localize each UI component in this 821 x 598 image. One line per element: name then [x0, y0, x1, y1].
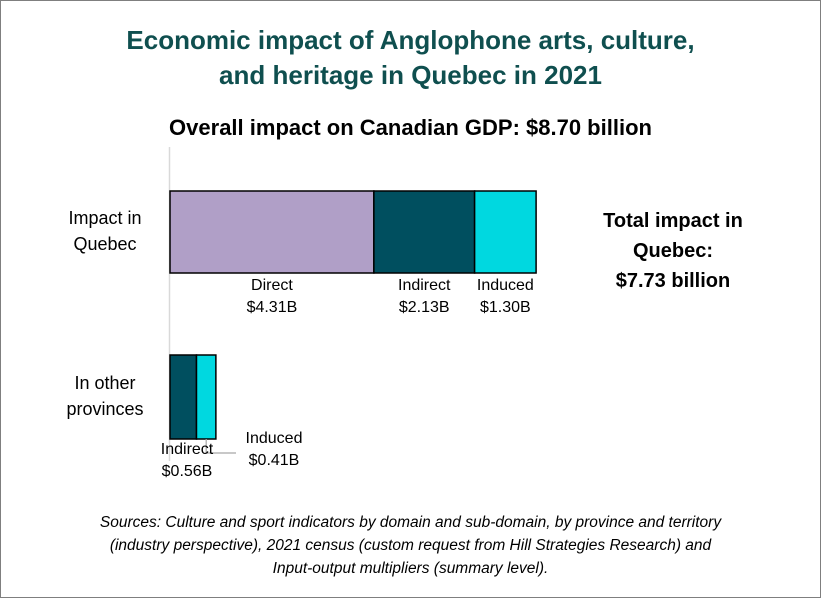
- data-label-indirect-1-line-1: $0.56B: [161, 463, 213, 480]
- data-label-direct-0-line-0: Direct: [251, 277, 293, 294]
- bar-induced-0: [473, 190, 537, 274]
- chart-subtitle: Overall impact on Canadian GDP: $8.70 bi…: [169, 115, 652, 140]
- bar-indirect-0: [373, 190, 476, 274]
- data-label-indirect-0-line-1: $2.13B: [398, 299, 450, 316]
- category-label-0-line-1: Quebec: [73, 234, 137, 254]
- induced-label-leader-line: [205, 439, 236, 454]
- data-label-induced-1-line-0: Induced: [245, 430, 303, 447]
- data-label-induced-1-line-1: $0.41B: [248, 452, 300, 469]
- category-label-0: Impact in Quebec: [25, 205, 185, 257]
- category-label-0-line-0: Impact in: [68, 208, 142, 228]
- bar-indirect-1: [169, 354, 198, 440]
- data-label-direct-0-line-1: $4.31B: [246, 299, 298, 316]
- bar-induced-1: [195, 354, 217, 440]
- data-label-induced-0-line-1: $1.30B: [479, 299, 531, 316]
- category-label-1-line-1: provinces: [66, 399, 144, 419]
- source-line-3: Input-output multipliers (summary level)…: [272, 560, 549, 577]
- data-label-indirect-0: Indirect $2.13B: [369, 275, 479, 319]
- total-impact-line-3: $7.73 billion: [615, 270, 731, 292]
- data-label-induced-0: Induced $1.30B: [450, 275, 560, 319]
- total-impact-line-1: Total impact in: [603, 210, 743, 232]
- data-label-induced-0-line-0: Induced: [476, 277, 534, 294]
- total-impact-annotation: Total impact in Quebec: $7.73 billion: [573, 206, 773, 296]
- total-impact-line-2: Quebec:: [632, 240, 714, 262]
- chart-title-line-2: and heritage in Quebec in 2021: [219, 60, 602, 90]
- data-label-induced-1: Induced $0.41B: [219, 428, 329, 472]
- data-label-indirect-0-line-0: Indirect: [398, 277, 451, 294]
- chart-title-line-1: Economic impact of Anglophone arts, cult…: [126, 25, 695, 55]
- source-line-2: (industry perspective), 2021 census (cus…: [109, 537, 712, 554]
- chart-source-note: Sources: Culture and sport indicators by…: [1, 511, 820, 580]
- bar-direct-0: [169, 190, 375, 274]
- data-label-indirect-1-line-0: Indirect: [160, 441, 214, 458]
- data-label-direct-0: Direct $4.31B: [217, 275, 327, 319]
- category-label-1: In other provinces: [25, 370, 185, 422]
- source-line-1: Sources: Culture and sport indicators by…: [99, 514, 722, 531]
- data-label-indirect-1: Indirect $0.56B: [132, 439, 242, 483]
- category-label-1-line-0: In other: [74, 373, 136, 393]
